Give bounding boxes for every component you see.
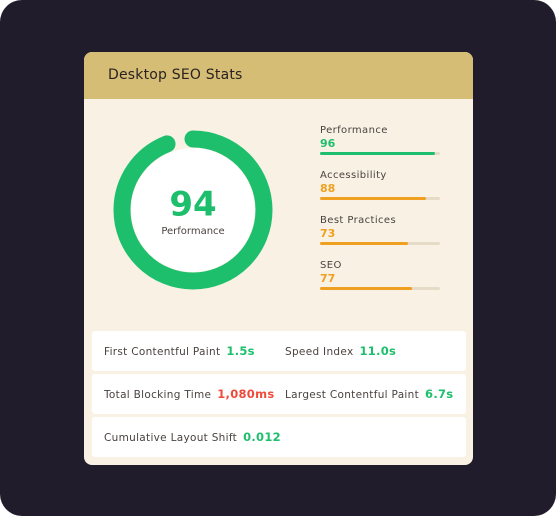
score-bar xyxy=(320,152,436,155)
card-header: Desktop SEO Stats xyxy=(84,52,473,99)
gauge-label: Performance xyxy=(161,226,224,237)
metric-value: 11.0s xyxy=(359,344,397,358)
metric-value: 1,080ms xyxy=(217,387,275,401)
metric-row: First Contentful Paint 1.5s Speed Index 11.… xyxy=(92,331,466,371)
card-title: Desktop SEO Stats xyxy=(108,67,243,83)
score-list: Performance 96 Accessibility 88 Best Practic… xyxy=(320,124,440,304)
score-bar xyxy=(320,242,408,245)
score-name: SEO xyxy=(320,260,342,271)
score-item: Performance 96 xyxy=(320,124,440,169)
score-track xyxy=(320,152,440,155)
seo-card: Desktop SEO Stats 94 Performance Performa… xyxy=(84,52,473,465)
metric-label: Largest Contentful Paint xyxy=(285,389,420,401)
metric-label: First Contentful Paint xyxy=(104,346,221,358)
score-name: Best Practices xyxy=(320,215,397,226)
score-track xyxy=(320,242,440,245)
score-item: Best Practices 73 xyxy=(320,214,440,259)
score-item: Accessibility 88 xyxy=(320,169,440,214)
score-value: 73 xyxy=(320,227,336,240)
metric-label: Speed Index xyxy=(285,346,354,358)
score-bar xyxy=(320,197,426,200)
gauge-value: 94 xyxy=(169,185,216,225)
metric-value: 0.012 xyxy=(243,430,281,444)
metric: Largest Contentful Paint 6.7s xyxy=(285,387,466,401)
metric: First Contentful Paint 1.5s xyxy=(104,344,285,358)
metric-row: Cumulative Layout Shift 0.012 xyxy=(92,417,466,457)
score-value: 77 xyxy=(320,272,336,285)
score-item: SEO 77 xyxy=(320,259,440,304)
metric-value: 1.5s xyxy=(226,344,255,358)
score-value: 88 xyxy=(320,182,336,195)
metric: Cumulative Layout Shift 0.012 xyxy=(104,430,299,444)
metric: Total Blocking Time 1,080ms xyxy=(104,387,285,401)
score-name: Accessibility xyxy=(320,170,387,181)
metrics: First Contentful Paint 1.5s Speed Index 11.… xyxy=(92,331,466,460)
metric-row: Total Blocking Time 1,080ms Largest Conten… xyxy=(92,374,466,414)
metric-label: Cumulative Layout Shift xyxy=(104,432,238,444)
score-track xyxy=(320,197,440,200)
score-bar xyxy=(320,287,413,290)
metric-value: 6.7s xyxy=(425,387,454,401)
score-value: 96 xyxy=(320,137,336,150)
score-track xyxy=(320,287,440,290)
gauge-inner xyxy=(131,148,255,272)
gauge-arc xyxy=(113,130,273,290)
metric-label: Total Blocking Time xyxy=(104,389,212,401)
score-name: Performance xyxy=(320,125,388,136)
metric: Speed Index 11.0s xyxy=(285,344,466,358)
